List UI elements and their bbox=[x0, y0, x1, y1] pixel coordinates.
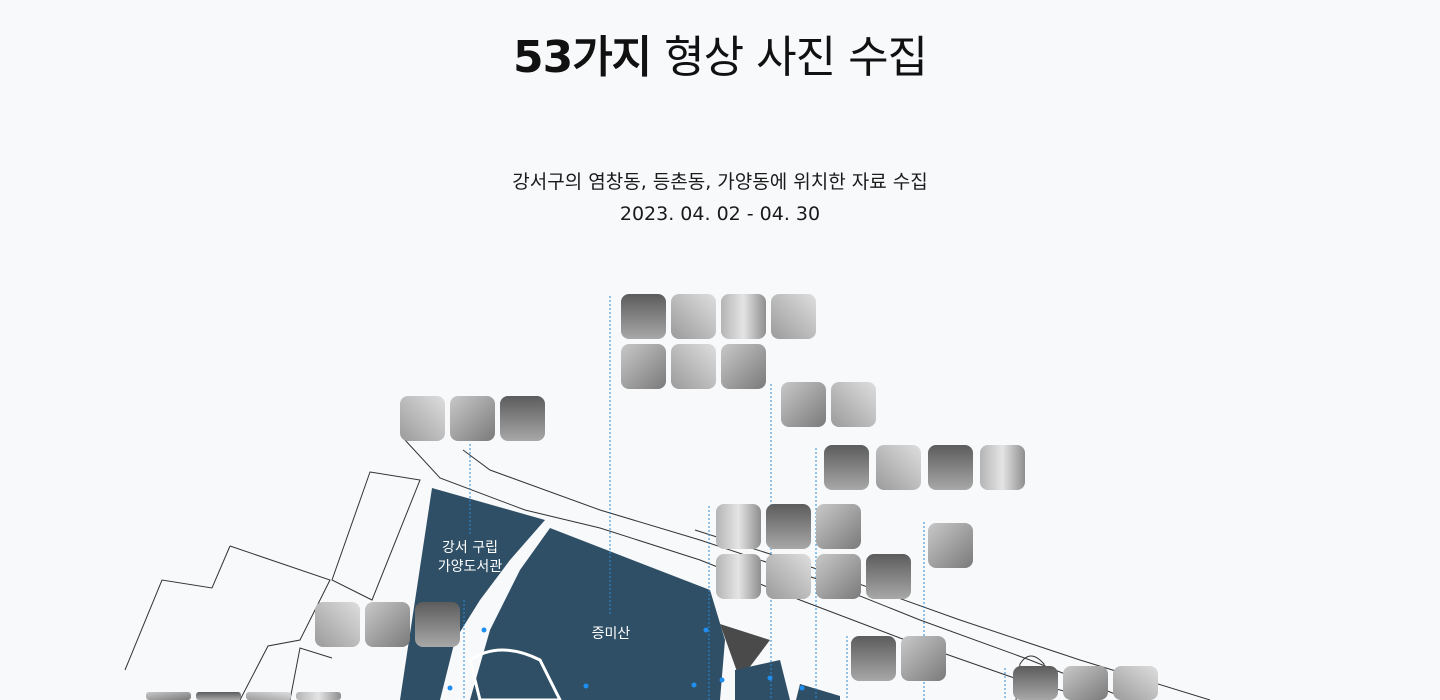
photo-thumbnail bbox=[928, 523, 973, 568]
photo-thumbnail bbox=[365, 602, 410, 647]
photo-thumbnails bbox=[146, 294, 1158, 700]
photo-thumbnail bbox=[196, 692, 241, 700]
library-label-line1: 강서 구립 bbox=[442, 540, 498, 556]
photo-thumbnail bbox=[415, 602, 460, 647]
district-area bbox=[400, 488, 840, 700]
photo-thumbnail bbox=[816, 554, 861, 599]
photo-thumbnail bbox=[831, 382, 876, 427]
photo-thumbnail bbox=[621, 344, 666, 389]
photo-thumbnail bbox=[721, 294, 766, 339]
photo-thumbnail bbox=[766, 554, 811, 599]
photo-thumbnail bbox=[450, 396, 495, 441]
photo-thumbnail bbox=[851, 636, 896, 681]
photo-thumbnail bbox=[671, 344, 716, 389]
photo-thumbnail bbox=[1013, 666, 1058, 700]
photo-thumbnail bbox=[671, 294, 716, 339]
description-location: 강서구의 염창동, 등촌동, 가양동에 위치한 자료 수집 bbox=[512, 171, 928, 193]
photo-thumbnail bbox=[866, 554, 911, 599]
photo-thumbnail bbox=[1113, 666, 1158, 700]
photo-thumbnail bbox=[901, 636, 946, 681]
photo-thumbnail bbox=[716, 504, 761, 549]
photo-thumbnail bbox=[296, 692, 341, 700]
photo-thumbnail bbox=[621, 294, 666, 339]
photo-thumbnail bbox=[771, 294, 816, 339]
page-title: 53가지 형상 사진 수집 bbox=[0, 30, 1440, 86]
photo-thumbnail bbox=[876, 445, 921, 490]
photo-thumbnail bbox=[816, 504, 861, 549]
photo-thumbnail bbox=[716, 554, 761, 599]
photo-thumbnail bbox=[781, 382, 826, 427]
photo-thumbnail bbox=[246, 692, 291, 700]
photo-thumbnail bbox=[980, 445, 1025, 490]
page-description: 강서구의 염창동, 등촌동, 가양동에 위치한 자료 수집 2023. 04. … bbox=[0, 166, 1440, 230]
photo-thumbnail bbox=[1063, 666, 1108, 700]
photo-thumbnail bbox=[500, 396, 545, 441]
description-date: 2023. 04. 02 - 04. 30 bbox=[619, 203, 821, 225]
photo-thumbnail bbox=[146, 692, 191, 700]
mountain-label: 증미산 bbox=[592, 626, 631, 642]
photo-thumbnail bbox=[928, 445, 973, 490]
photo-thumbnail bbox=[400, 396, 445, 441]
photo-thumbnail bbox=[766, 504, 811, 549]
photo-thumbnail bbox=[315, 602, 360, 647]
title-count: 53가지 bbox=[512, 32, 652, 83]
location-dots bbox=[447, 627, 805, 691]
photo-thumbnail bbox=[721, 344, 766, 389]
library-label-line2: 가양도서관 bbox=[438, 559, 503, 575]
title-text: 형상 사진 수집 bbox=[664, 32, 928, 83]
photo-thumbnail bbox=[824, 445, 869, 490]
